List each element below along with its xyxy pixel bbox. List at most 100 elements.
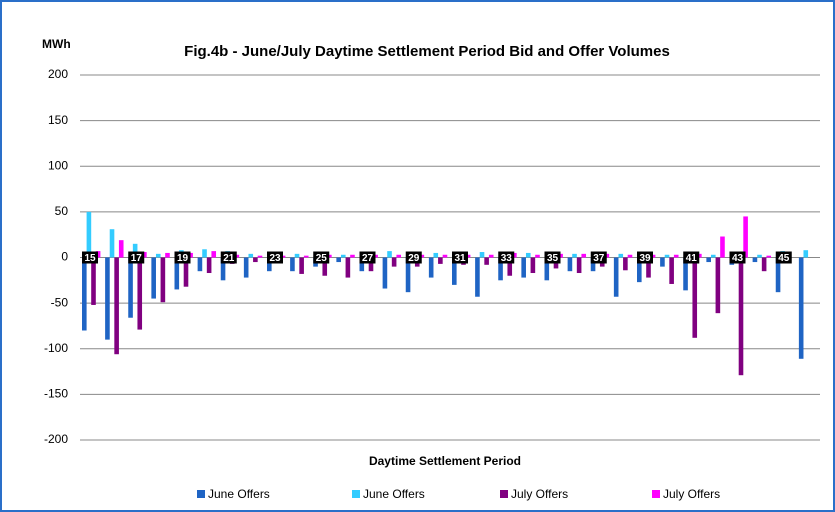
bar [132,243,138,258]
bar [650,254,656,258]
category-label-box [683,251,700,264]
x-tick-label: 45 [778,253,790,264]
bar [475,257,480,297]
bar [128,257,133,318]
y-tick-label: -150 [44,387,68,401]
bar [253,257,258,263]
bar [738,257,744,376]
bar [95,251,101,258]
y-tick-label: -50 [51,295,69,309]
bar [197,257,203,272]
bar [174,257,180,290]
bar [396,254,402,258]
bar [766,255,772,258]
bar [664,254,670,258]
bar [798,257,804,359]
y-tick-label: 150 [48,113,68,127]
bar [752,257,758,263]
x-tick-label: 41 [686,253,698,264]
bar [428,257,434,278]
x-tick-label: 29 [408,253,420,264]
y-tick-label: 200 [48,67,68,81]
bar [761,257,767,272]
x-tick-label: 37 [593,253,605,264]
bar [165,252,170,258]
bar [576,257,582,274]
bar [151,257,156,299]
bar [535,254,540,258]
bar [530,257,536,274]
bar [405,257,411,293]
bar [697,253,702,258]
bar [280,255,286,258]
legend-label: July Offers [511,487,568,501]
bar [373,254,378,258]
bar [160,257,166,303]
x-tick-label: 15 [84,253,96,264]
bar [803,250,809,258]
legend-label: June Offers [208,487,270,501]
x-tick-label: 35 [547,253,559,264]
bar [142,252,147,258]
bar [391,257,397,267]
bar [433,252,439,258]
bar [206,257,212,274]
category-label-box [174,251,191,264]
bar [627,254,633,258]
bar [452,257,457,285]
y-tick-label: 0 [61,250,68,264]
bar [521,257,526,278]
bar [382,257,388,289]
x-tick-label: 19 [177,253,189,264]
bar [484,257,489,265]
bar [613,257,619,297]
y-axis-title: MWh [42,37,71,51]
bar [438,257,443,264]
legend-swatch [197,490,205,498]
bar [710,254,716,258]
bar [340,254,346,258]
bar [336,257,341,263]
bar [637,257,642,283]
x-tick-label: 25 [316,253,328,264]
bar [590,257,596,272]
bar [618,253,624,258]
category-label-box [498,251,515,264]
category-label-box [452,251,468,264]
bar [257,255,263,258]
bar [498,257,503,281]
bar [91,257,96,305]
bar [757,254,762,258]
bar [387,251,392,258]
bar [660,257,665,267]
bar [109,229,115,258]
bar [155,253,161,258]
bar [350,254,355,258]
x-tick-label: 33 [501,253,513,264]
bar [290,257,295,272]
bar [267,257,272,272]
x-tick-label: 43 [732,253,744,264]
category-label-box [729,251,746,264]
bar [299,257,304,274]
bar [105,257,110,340]
bar [322,257,328,276]
bar [567,257,573,272]
bar [183,257,189,287]
x-tick-label: 27 [362,253,374,264]
bar [692,257,698,338]
bar [479,252,485,258]
bar [202,249,207,258]
bar [248,253,254,258]
category-label-box [544,251,561,264]
legend-label: July Offers [663,487,720,501]
bar [604,253,610,258]
category-label-box [775,251,792,264]
x-axis-title: Daytime Settlement Period [369,454,521,468]
bar [715,257,721,314]
chart-title: Fig.4b - June/July Daytime Settlement Pe… [184,43,670,60]
category-label-box [220,251,237,264]
bar [86,211,92,258]
bar [512,252,517,258]
bar [234,254,240,258]
